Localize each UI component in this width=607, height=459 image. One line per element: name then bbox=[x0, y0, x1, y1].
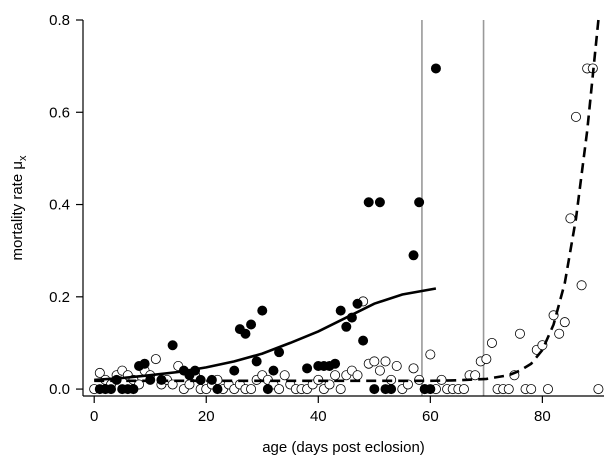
open-data-point bbox=[408, 363, 419, 374]
filled-data-point bbox=[262, 384, 273, 395]
solid-fit-line bbox=[94, 287, 437, 382]
filled-data-point bbox=[352, 298, 363, 309]
y-axis-title: mortality rate μx bbox=[9, 155, 29, 261]
open-data-point bbox=[570, 111, 581, 122]
filled-data-point bbox=[251, 356, 262, 367]
filled-data-point bbox=[386, 384, 397, 395]
filled-data-point bbox=[408, 250, 419, 261]
open-data-point bbox=[167, 379, 178, 390]
open-data-point bbox=[330, 370, 341, 381]
y-tick-label: 0.8 bbox=[49, 12, 70, 29]
filled-data-point bbox=[302, 363, 313, 374]
open-data-point bbox=[554, 328, 565, 339]
axes bbox=[82, 20, 604, 397]
filled-data-point bbox=[268, 365, 279, 376]
open-data-point bbox=[391, 361, 402, 372]
open-data-point bbox=[542, 384, 553, 395]
open-data-point bbox=[470, 370, 481, 381]
open-data-point bbox=[503, 384, 514, 395]
x-ticks: 0 20 40 60 80 bbox=[90, 396, 551, 425]
open-data-point bbox=[425, 349, 436, 360]
dashed-fit-line bbox=[94, 19, 600, 383]
x-tick-label: 60 bbox=[422, 408, 439, 425]
open-data-point bbox=[380, 356, 391, 367]
open-data-point bbox=[274, 384, 285, 395]
x-tick-label: 80 bbox=[534, 408, 551, 425]
open-data-point bbox=[559, 317, 570, 328]
open-data-point bbox=[94, 367, 105, 378]
filled-data-point bbox=[167, 340, 178, 351]
y-tick-label: 0.6 bbox=[49, 104, 70, 121]
open-data-point bbox=[335, 384, 346, 395]
open-data-point bbox=[565, 213, 576, 224]
plot-area bbox=[89, 19, 604, 396]
open-data-point bbox=[576, 280, 587, 291]
filled-data-point bbox=[358, 335, 369, 346]
filled-data-point bbox=[106, 384, 117, 395]
filled-data-point bbox=[246, 319, 257, 330]
open-data-point bbox=[593, 384, 604, 395]
y-axis-title-main: mortality rate μ bbox=[9, 161, 26, 261]
filled-data-point bbox=[374, 197, 385, 208]
y-axis-title-subscript: x bbox=[17, 155, 29, 161]
y-tick-label: 0.4 bbox=[49, 197, 70, 214]
open-data-point bbox=[279, 370, 290, 381]
open-data-point bbox=[369, 356, 380, 367]
filled-data-point bbox=[335, 305, 346, 316]
open-data-point bbox=[374, 365, 385, 376]
open-data-point bbox=[246, 384, 257, 395]
open-data-point bbox=[150, 354, 161, 365]
filled-data-point bbox=[369, 384, 380, 395]
open-data-point bbox=[352, 370, 363, 381]
open-data-point bbox=[481, 354, 492, 365]
x-axis-title: age (days post eclosion) bbox=[262, 439, 425, 456]
filled-data-point bbox=[128, 384, 139, 395]
y-tick-label: 0.2 bbox=[49, 289, 70, 306]
filled-data-point bbox=[341, 321, 352, 332]
filled-data-point bbox=[229, 365, 240, 376]
filled-data-point bbox=[240, 328, 251, 339]
open-data-point bbox=[324, 379, 335, 390]
y-tick-label: 0.0 bbox=[49, 381, 70, 398]
open-data-point bbox=[526, 384, 537, 395]
y-ticks: 0.0 0.2 0.4 0.6 0.8 bbox=[49, 12, 83, 398]
x-tick-label: 20 bbox=[198, 408, 215, 425]
filled-data-point bbox=[257, 305, 268, 316]
open-data-point bbox=[458, 384, 469, 395]
filled-data-point bbox=[139, 358, 150, 369]
filled-data-point bbox=[363, 197, 374, 208]
filled-data-point bbox=[414, 197, 425, 208]
x-tick-label: 40 bbox=[310, 408, 327, 425]
x-tick-label: 0 bbox=[90, 408, 98, 425]
filled-data-point bbox=[425, 384, 436, 395]
open-data-point bbox=[514, 328, 525, 339]
open-data-point bbox=[486, 337, 497, 348]
filled-data-point bbox=[330, 358, 341, 369]
filled-data-point bbox=[430, 63, 441, 74]
filled-data-point bbox=[212, 384, 223, 395]
